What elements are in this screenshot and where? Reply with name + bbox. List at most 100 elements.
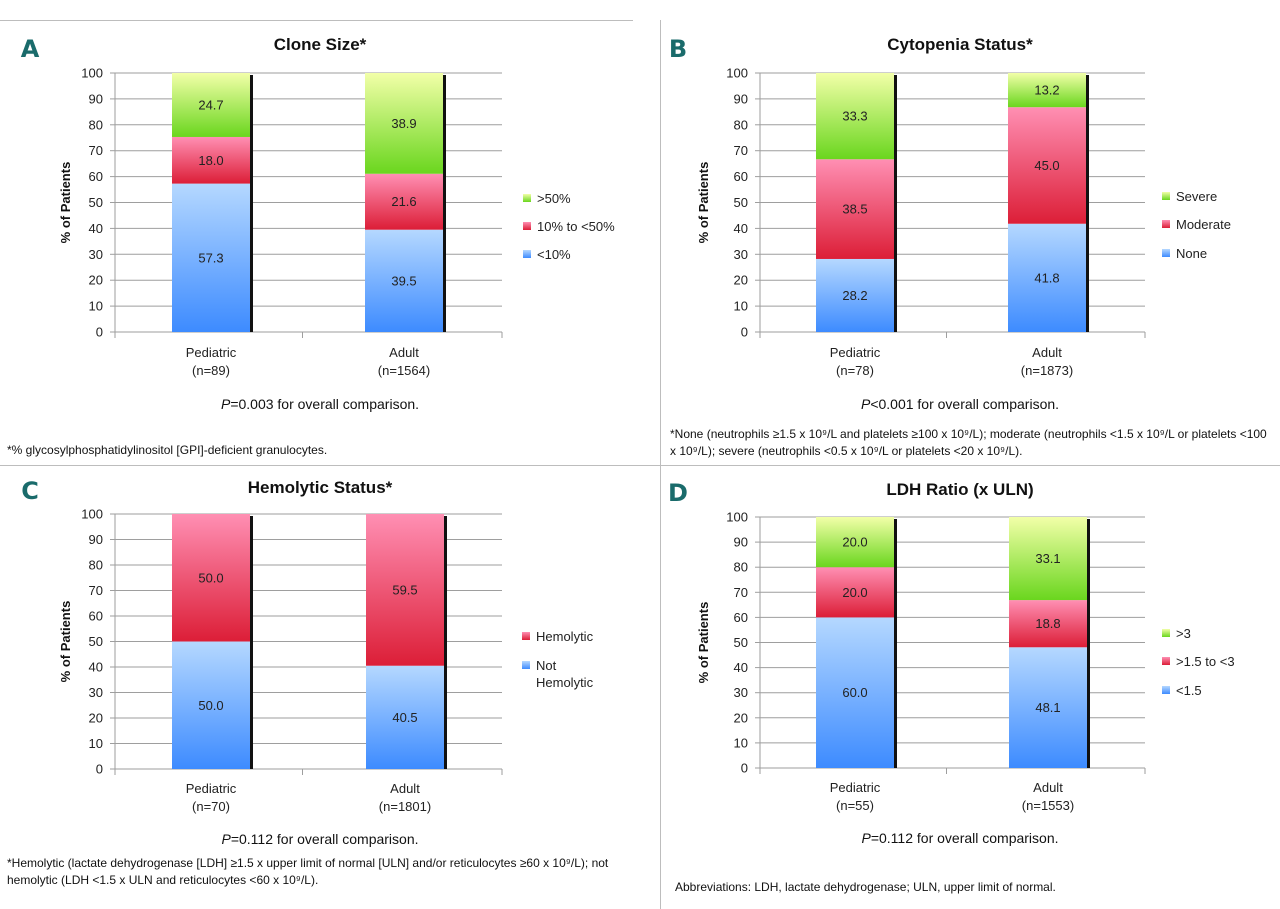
legend-label: 10% to <50% [537,219,615,234]
legend-label: Moderate [1176,217,1231,232]
data-label: 48.1 [1035,700,1060,715]
data-label: 28.2 [842,288,867,303]
y-tick-label: 80 [734,560,748,575]
y-tick-label: 80 [89,558,103,573]
y-tick-label: 50 [89,195,103,210]
bar-shadow [250,75,253,332]
y-tick-label: 30 [89,685,103,700]
data-label: 50.0 [198,570,223,585]
legend-swatch [523,222,531,230]
y-tick-label: 100 [726,66,748,81]
data-label: 40.5 [392,710,417,725]
category-n-label: (n=1801) [379,799,431,814]
y-tick-label: 10 [89,299,103,314]
footnote-cytopenia-status: *None (neutrophils ≥1.5 x 10⁹/L and plat… [670,427,1267,458]
legend-swatch [1162,629,1170,637]
category-n-label: (n=55) [836,798,874,813]
bar-segment [172,514,250,642]
y-tick-label: 50 [89,634,103,649]
chart-clone-size: A Clone Size* 0 10 20 30 40 50 60 70 80 90 100 % of P… [21,35,615,412]
y-tick-label: 70 [734,143,748,158]
bar-segment [366,665,444,769]
legend-label: Not [536,658,557,673]
category-label: Adult [389,345,419,360]
bar-segment [816,517,894,568]
p-value-text: P=0.112 for overall comparison. [861,830,1058,846]
p-value-text: P=0.003 for overall comparison. [221,396,419,412]
bar-segment [816,258,894,332]
panel-hemolytic-status: C Hemolytic Status* 0 10 20 30 40 50 60 70 80 90 100… [0,465,640,909]
bar-segment [365,73,443,174]
legend-label: None [1176,246,1207,261]
footnote-ldh-ratio: Abbreviations: LDH, lactate dehydrogenas… [675,880,1056,894]
chart-ldh-ratio: D LDH Ratio (x ULN) 0 10 20 30 40 50 60 70 80 90 100… [668,479,1235,846]
y-axis-label: % of Patients [696,162,711,244]
chart-title: Hemolytic Status* [248,478,393,497]
legend-label: >50% [537,191,571,206]
bar-segment [1009,600,1087,648]
bar-segment [1008,223,1086,332]
y-tick-label: 0 [741,761,748,776]
bar-segment [365,173,443,230]
data-label: 20.0 [842,585,867,600]
legend-label: Hemolytic [536,675,594,690]
bar-segment [816,159,894,259]
data-label: 60.0 [842,685,867,700]
bar-segment [365,229,443,332]
y-tick-label: 60 [89,609,103,624]
y-tick-label: 70 [734,585,748,600]
bar-segment [172,183,250,332]
y-tick-label: 90 [89,532,103,547]
chart-title: Clone Size* [274,35,367,54]
data-label: 33.1 [1035,551,1060,566]
legend-swatch [523,194,531,202]
y-tick-label: 60 [89,169,103,184]
top-divider-left [0,20,633,21]
data-label: 18.0 [198,153,223,168]
bar-shadow [1087,519,1090,768]
category-n-label: (n=70) [192,799,230,814]
y-tick-label: 60 [734,169,748,184]
y-tick-label: 40 [89,221,103,236]
bar-segment [366,514,444,666]
data-label: 20.0 [842,535,867,550]
category-label: Adult [1032,345,1062,360]
bar-segment [172,641,250,769]
chart-title: Cytopenia Status* [887,35,1033,54]
panel-letter: C [21,477,39,505]
panel-cytopenia-status: B Cytopenia Status* 0 10 20 30 40 50 60 70 80 90 100… [640,0,1280,465]
category-n-label: (n=78) [836,363,874,378]
y-tick-label: 70 [89,583,103,598]
y-tick-label: 100 [81,66,103,81]
bar-segment [172,136,250,184]
y-axis-label: % of Patients [696,602,711,684]
y-tick-label: 20 [734,273,748,288]
y-tick-label: 70 [89,143,103,158]
y-tick-label: 0 [96,325,103,340]
data-label: 38.5 [842,202,867,217]
data-label: 59.5 [392,582,417,597]
bar-segment [1009,647,1087,768]
panel-clone-size: A Clone Size* 0 10 20 30 40 50 60 70 80 90 100 % of P… [0,0,640,465]
bar-segment [172,73,250,137]
legend-swatch [522,661,530,669]
y-axis-label: % of Patients [58,601,73,683]
y-tick-label: 50 [734,635,748,650]
chart-title: LDH Ratio (x ULN) [886,480,1033,499]
bar-segment [816,617,894,768]
legend-label: Severe [1176,189,1217,204]
bar-shadow [1086,75,1089,332]
legend-swatch [1162,220,1170,228]
y-tick-label: 100 [81,507,103,522]
vertical-divider [660,20,661,909]
category-label: Adult [1033,780,1063,795]
data-label: 21.6 [391,194,416,209]
y-tick-label: 0 [741,325,748,340]
legend-label: >1.5 to <3 [1176,654,1235,669]
y-tick-label: 80 [89,117,103,132]
data-label: 39.5 [391,273,416,288]
chart-cytopenia-status: B Cytopenia Status* 0 10 20 30 40 50 60 70 80 90 100… [669,35,1231,412]
panel-letter: A [21,35,40,63]
category-n-label: (n=89) [192,363,230,378]
y-axis-label: % of Patients [58,162,73,244]
